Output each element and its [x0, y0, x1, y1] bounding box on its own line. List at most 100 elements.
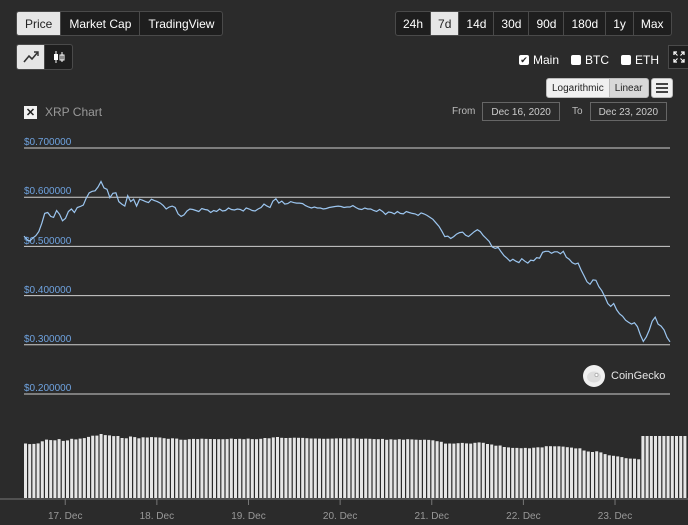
toggle-main[interactable]: ✔ Main	[519, 53, 559, 67]
volume-bar	[637, 459, 641, 498]
volume-bar	[452, 443, 456, 498]
volume-bar	[603, 454, 607, 498]
price-line	[23, 180, 671, 343]
tab-tradingview[interactable]: TradingView	[139, 11, 224, 36]
linear-button[interactable]: Linear	[608, 78, 649, 98]
volume-bar	[616, 456, 620, 498]
volume-bar	[112, 436, 116, 498]
volume-bar	[158, 437, 162, 498]
chart-menu-button[interactable]	[651, 78, 673, 98]
tab-price[interactable]: Price	[16, 11, 62, 36]
volume-bar	[607, 455, 611, 498]
range-1y-button[interactable]: 1y	[605, 11, 634, 36]
from-date-input[interactable]: Dec 16, 2020	[482, 102, 560, 121]
volume-bar	[460, 442, 464, 498]
volume-bar	[628, 458, 632, 498]
volume-bar	[28, 444, 32, 498]
volume-bar	[57, 439, 61, 498]
volume-bar	[633, 458, 636, 498]
eth-checkbox[interactable]	[621, 55, 632, 65]
volume-bar	[620, 457, 624, 498]
to-date-input[interactable]: Dec 23, 2020	[589, 102, 668, 121]
x-tick-label: 21. Dec	[415, 511, 449, 522]
volume-bar	[192, 438, 195, 498]
volume-bar	[145, 437, 149, 498]
volume-bar	[507, 447, 510, 498]
fullscreen-button[interactable]	[668, 45, 688, 69]
volume-bar	[330, 438, 334, 498]
volume-bar	[326, 438, 330, 498]
volume-bar	[78, 438, 82, 498]
volume-bar	[376, 439, 380, 498]
logarithmic-button[interactable]: Logarithmic	[546, 78, 610, 98]
range-7d-button[interactable]: 7d	[430, 11, 460, 36]
volume-bar	[200, 438, 204, 498]
volume-bar	[439, 441, 443, 498]
volume-bar	[481, 442, 485, 498]
range-max-button[interactable]: Max	[632, 11, 672, 36]
volume-bar	[498, 445, 502, 498]
xrp-logo-icon: ✕	[24, 105, 37, 119]
volume-bar	[246, 438, 250, 498]
coingecko-watermark: CoinGecko	[583, 365, 665, 387]
volume-bar	[444, 443, 447, 498]
volume-bar	[666, 436, 670, 498]
volume-bar	[523, 447, 527, 498]
range-180d-button[interactable]: 180d	[563, 11, 607, 36]
toggle-eth[interactable]: ETH	[621, 53, 659, 67]
volume-bar	[24, 443, 27, 498]
candlestick-button[interactable]	[44, 44, 73, 70]
volume-bar	[175, 438, 179, 498]
volume-bar	[66, 440, 69, 498]
volume-bar	[502, 447, 506, 498]
volume-bar	[276, 437, 279, 498]
volume-bar	[368, 438, 372, 498]
x-tick-label: 18. Dec	[140, 511, 174, 522]
volume-bar	[662, 436, 666, 498]
volume-bars	[24, 434, 687, 498]
volume-bar	[70, 438, 74, 498]
volume-bar	[339, 438, 342, 498]
volume-bar	[586, 451, 590, 498]
volume-bar	[36, 443, 40, 498]
range-30d-button[interactable]: 30d	[493, 11, 530, 36]
volume-bar	[448, 443, 452, 498]
volume-bar	[473, 442, 477, 498]
volume-bar	[675, 436, 678, 498]
tab-market-cap[interactable]: Market Cap	[60, 11, 141, 36]
volume-bar	[351, 438, 355, 498]
y-tick-label: $0.200000	[24, 383, 72, 394]
volume-bar	[683, 436, 687, 498]
volume-bar	[288, 437, 292, 498]
volume-bar	[557, 446, 561, 498]
x-tick-label: 20. Dec	[323, 511, 357, 522]
chart-title-text: XRP Chart	[45, 105, 103, 119]
to-label: To	[572, 106, 583, 117]
volume-bar	[431, 440, 435, 498]
toggle-main-label: Main	[533, 53, 560, 67]
line-chart-button[interactable]	[16, 44, 45, 70]
from-range: From Dec 16, 2020	[452, 102, 560, 121]
scale-selector: Logarithmic Linear	[546, 78, 649, 98]
toggle-btc-label: BTC	[585, 53, 610, 67]
volume-bar	[410, 439, 414, 498]
volume-bar	[414, 439, 418, 498]
volume-bar	[528, 448, 531, 498]
volume-bar	[385, 439, 389, 498]
volume-bar	[133, 437, 137, 498]
main-checkbox[interactable]: ✔	[519, 55, 529, 65]
grid-lines	[24, 147, 670, 395]
toggle-btc[interactable]: BTC	[571, 53, 609, 67]
volume-bar	[45, 439, 48, 498]
chart-tabs: Price Market Cap TradingView	[16, 11, 224, 36]
volume-bar	[242, 439, 246, 498]
hamburger-icon	[656, 83, 668, 93]
volume-bar	[250, 439, 254, 498]
volume-bar	[61, 440, 65, 498]
volume-bar	[418, 439, 422, 498]
volume-bar	[234, 439, 237, 498]
volume-bar	[255, 439, 258, 498]
range-90d-button[interactable]: 90d	[528, 11, 565, 36]
btc-checkbox[interactable]	[571, 55, 582, 65]
